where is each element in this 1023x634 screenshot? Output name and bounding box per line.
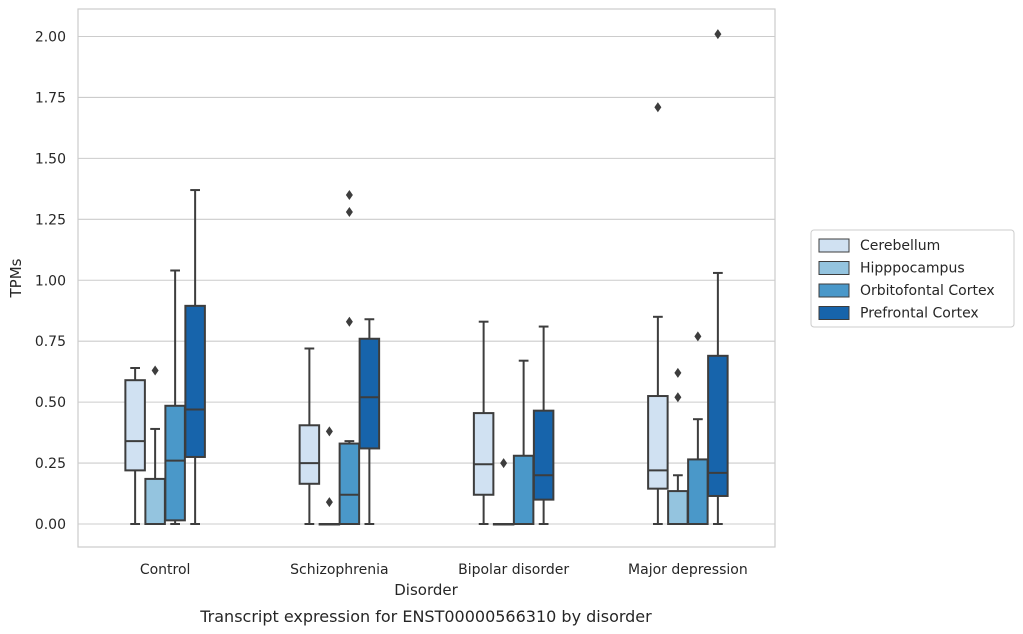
box-orbitofontal-cortex: [338, 189, 361, 525]
outlier-point: [345, 316, 353, 327]
outlier-point: [345, 189, 353, 200]
y-tick-label: 1.00: [35, 273, 66, 289]
box-hipppocampus: [318, 426, 341, 526]
box-cerebellum: [298, 347, 321, 525]
y-tick-label: 0.00: [35, 517, 66, 533]
box-orbitofontal-cortex: [687, 331, 709, 525]
outlier-point: [674, 367, 682, 378]
outlier-point: [151, 365, 159, 376]
box-cerebellum: [472, 320, 495, 525]
box-body: [647, 395, 669, 490]
y-tick-label: 0.75: [35, 334, 66, 350]
box-prefrontal-cortex: [707, 29, 729, 525]
legend-swatch: [818, 261, 850, 275]
box-hipppocampus: [492, 458, 515, 526]
box-prefrontal-cortex: [358, 318, 381, 525]
x-tick-label: Bipolar disorder: [458, 562, 569, 578]
box-cerebellum: [124, 367, 146, 525]
box-orbitofontal-cortex: [512, 359, 535, 525]
legend-swatch: [818, 283, 850, 298]
y-axis-label: TPMs: [7, 258, 25, 298]
legend-label: Hipppocampus: [860, 261, 965, 277]
y-tick-labels: 0.00 0.25 0.50 0.75 1.00 1.25 1.50 1.75 2.00: [35, 30, 66, 534]
y-tick-label: 1.25: [35, 212, 66, 228]
y-tick-label: 1.50: [35, 151, 66, 167]
box-prefrontal-cortex: [532, 325, 555, 525]
legend-frame: [810, 229, 1015, 328]
outlier-point: [674, 392, 682, 403]
box-body: [358, 337, 381, 450]
outlier-point: [325, 497, 333, 508]
y-tick-label: 1.75: [35, 90, 66, 106]
box-cerebellum: [647, 102, 669, 525]
outlier-point: [654, 102, 662, 113]
box-body: [144, 477, 166, 525]
outlier-point: [500, 458, 508, 469]
box-body: [298, 424, 321, 485]
box-body: [124, 379, 146, 472]
box-prefrontal-cortex: [184, 189, 206, 525]
legend-label: Cerebellum: [860, 238, 940, 254]
x-tick-label: Schizophrenia: [290, 562, 388, 578]
legend-swatch: [818, 238, 850, 253]
legend-label: Prefrontal Cortex: [860, 306, 979, 322]
boxes: [124, 29, 729, 526]
y-tick-label: 0.50: [35, 395, 66, 411]
box-body: [687, 458, 709, 525]
x-tick-label: Major depression: [628, 562, 748, 578]
y-tick-label: 2.00: [35, 30, 66, 46]
box-body: [164, 404, 186, 522]
outlier-point: [694, 331, 702, 342]
box-body: [472, 412, 495, 496]
x-tick-label: Control: [140, 562, 191, 578]
outlier-point: [325, 426, 333, 437]
plot-frame: [77, 8, 776, 548]
x-tick-labels: Control Schizophrenia Bipolar disorder Majo…: [140, 562, 748, 578]
legend-label: Orbitofontal Cortex: [860, 283, 995, 299]
box-body: [512, 454, 535, 525]
y-tick-label: 0.25: [35, 456, 66, 472]
box-hipppocampus: [667, 367, 689, 525]
x-axis-label: Disorder: [394, 581, 458, 599]
box-body: [338, 442, 361, 525]
box-body: [707, 354, 729, 497]
legend: Cerebellum Hipppocampus Orbitofontal Corte…: [810, 229, 1015, 328]
legend-swatch: [818, 306, 850, 320]
box-body: [184, 304, 206, 458]
box-body: [532, 409, 555, 501]
box-orbitofontal-cortex: [164, 269, 186, 525]
outlier-point: [714, 29, 722, 40]
box-body: [667, 490, 689, 525]
outlier-point: [345, 207, 353, 217]
chart-caption: Transcript expression for ENST0000056631…: [199, 607, 652, 626]
box-hipppocampus: [144, 365, 166, 525]
